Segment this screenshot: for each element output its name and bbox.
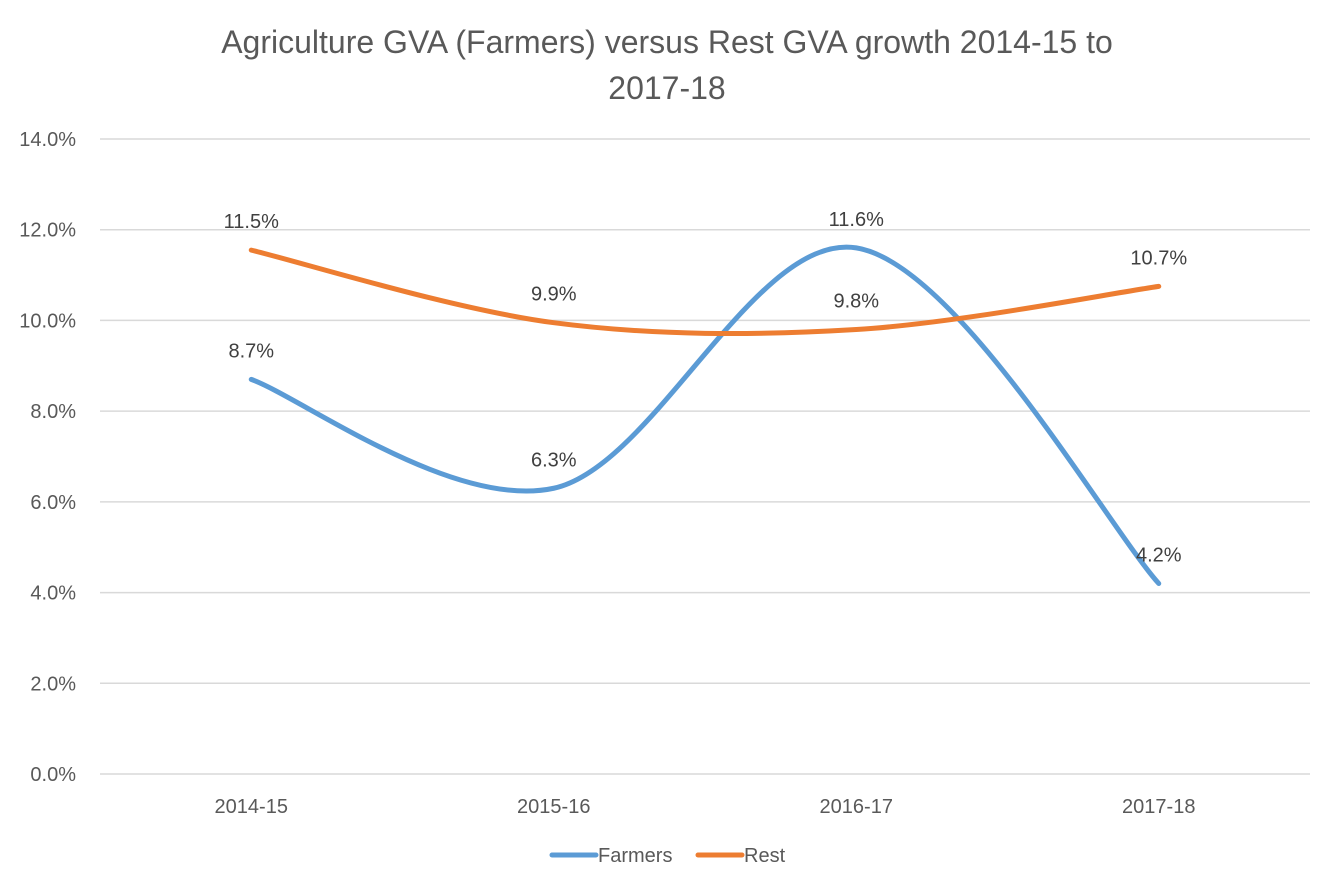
x-tick-label: 2014-15 — [215, 796, 288, 818]
x-axis-ticks: 2014-15 2015-16 2016-17 2017-18 — [215, 796, 1196, 818]
legend: Farmers Rest — [549, 845, 786, 867]
x-tick-label: 2016-17 — [820, 796, 893, 818]
y-axis-ticks: 0.0% 2.0% 4.0% 6.0% 8.0% 10.0% 12.0% 14.0% — [19, 129, 76, 786]
data-label-rest: 9.9% — [531, 284, 577, 306]
y-tick-label: 4.0% — [30, 583, 76, 605]
chart-title-line-1: Agriculture GVA (Farmers) versus Rest GV… — [221, 24, 1113, 60]
series-line-farmers — [248, 244, 1162, 586]
data-label-farmers: 8.7% — [228, 340, 274, 362]
gridlines — [100, 138, 1310, 775]
y-tick-label: 10.0% — [19, 310, 76, 332]
y-tick-label: 12.0% — [19, 220, 76, 242]
y-tick-label: 8.0% — [30, 401, 76, 423]
data-label-rest: 10.7% — [1130, 247, 1187, 269]
x-tick-label: 2017-18 — [1122, 796, 1195, 818]
y-tick-label: 2.0% — [30, 673, 76, 695]
data-label-farmers: 11.6% — [829, 209, 884, 231]
y-tick-label: 14.0% — [19, 129, 76, 151]
data-label-rest: 9.8% — [833, 291, 879, 313]
data-label-farmers: 4.2% — [1136, 545, 1182, 567]
legend-label-rest: Rest — [744, 845, 786, 867]
series-line-rest — [248, 247, 1162, 337]
series-lines — [248, 244, 1162, 586]
data-labels: 8.7% 6.3% 11.6% 4.2% 11.5% 9.9% 9.8% 10.7% — [224, 209, 1188, 567]
x-tick-label: 2015-16 — [517, 796, 590, 818]
data-label-rest: 11.5% — [224, 211, 279, 233]
y-tick-label: 0.0% — [30, 764, 76, 786]
data-label-farmers: 6.3% — [531, 449, 577, 471]
legend-label-farmers: Farmers — [598, 845, 672, 867]
chart-title-line-2: 2017-18 — [608, 70, 725, 106]
y-tick-label: 6.0% — [30, 492, 76, 514]
